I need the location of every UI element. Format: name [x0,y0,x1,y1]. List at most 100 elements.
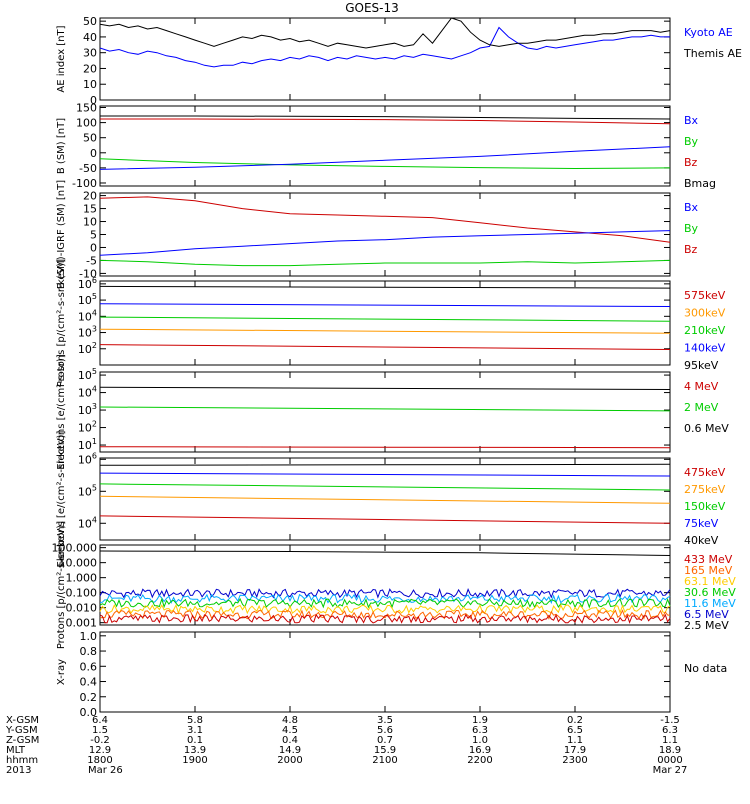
legend-entry: 4 MeV [684,380,719,393]
legend-entry: Bmag [684,177,716,190]
panel-frame [99,371,671,453]
y-axis-label: Protons [p/(cm²-s-sr-keV)] [56,259,67,387]
series-by [99,259,671,267]
axis-cell: Mar 26 [88,765,123,776]
y-tick-label: 104 [78,515,97,530]
y-tick-label: 0.0 [80,706,98,719]
axis-cell: 0.2 [567,715,583,726]
series-210kev [99,316,671,322]
legend-entry: 575keV [684,289,726,302]
axis-cell: 0000 [657,755,682,766]
series-300kev [99,328,671,334]
series-0-6-mev [99,386,671,390]
legend-entry: By [684,135,699,148]
axis-cell: 12.9 [89,745,111,756]
series-bx [99,146,671,170]
series-150kev [99,483,671,491]
y-tick-label: 0 [90,94,97,107]
axis-cell: 0.1 [187,735,203,746]
y-tick-label: 105 [78,483,97,498]
axis-cell: 6.4 [92,715,108,726]
series-95kev [99,285,671,289]
y-tick-label: 1.000 [66,572,98,585]
panel-frame [99,17,671,101]
axis-cell: 2200 [467,755,492,766]
series-165-mev [99,609,671,620]
legend-entry: 475keV [684,466,726,479]
axis-row-label: MLT [6,745,26,756]
axis-cell: 0.4 [282,735,298,746]
axis-cell: 0.7 [377,735,393,746]
legend-entry: Bz [684,156,698,169]
y-tick-label: -10 [79,267,97,280]
legend-entry: 140keV [684,342,726,355]
y-tick-label: 150 [76,102,97,115]
series-2-mev [99,406,671,412]
axis-cell: 1800 [87,755,112,766]
y-tick-label: 105 [78,367,97,382]
axis-cell: 1900 [182,755,207,766]
panel-frame [99,457,671,541]
axis-cell: 5.8 [187,715,203,726]
axis-cell: 5.6 [377,725,393,736]
y-tick-label: 50 [83,15,97,28]
series-140kev [99,303,671,307]
panel-1: 0 10 20 30 40 50 AE index [nT] Kyoto AE Themis A… [56,15,742,107]
panel-frame [99,631,671,713]
legend-entry: Bx [684,201,699,214]
axis-cell: 6.5 [567,725,583,736]
axis-cell: 13.9 [184,745,206,756]
axis-row-label: X-GSM [6,715,39,726]
legend-entry: 210keV [684,324,726,337]
series-40kev [99,463,671,466]
axis-cell: 2300 [562,755,587,766]
legend-entry: No data [684,662,727,675]
y-tick-label: 20 [83,190,97,203]
y-tick-label: -50 [79,162,97,175]
series-433-mev [99,613,671,624]
axis-cell: 17.9 [564,745,586,756]
series-bx [99,230,671,256]
panel-2: -100 -50 0 50 100 150 B (SM) [nT] Bx By Bz Bmag [56,102,716,190]
y-tick-label: 100 [76,117,97,130]
axis-cell: 1.0 [472,735,488,746]
legend-entry: 95keV [684,359,719,372]
series-4-mev [99,446,671,449]
series-bz [100,118,671,125]
y-tick-label: 40 [83,31,97,44]
axis-cell: 3.1 [187,725,203,736]
series-6-5-mev [99,587,671,599]
series-2-5-mev [99,550,671,556]
series-475kev [99,515,671,524]
axis-row-label: 2013 [6,765,31,776]
legend-entry: Themis AE [683,47,742,60]
y-tick-label: 103 [78,402,97,417]
legend-entry: By [684,222,699,235]
y-tick-label: 0 [90,147,97,160]
y-tick-label: 0.2 [80,691,98,704]
y-tick-label: 103 [78,325,97,340]
series-themis-ae [99,17,671,49]
legend-entry: 433 MeV [684,553,733,566]
axis-cell: 2000 [277,755,302,766]
series-63-1-mev [99,603,671,615]
panel-5: 101 102 103 104 105 Electrons [e/(cm²-s-sr)] 4… [56,354,729,470]
series-275kev [99,495,671,504]
axis-cell: 6.3 [472,725,488,736]
legend-entry: 63.1 MeV [684,575,736,588]
y-tick-label: 50 [83,132,97,145]
axis-cell: 14.9 [279,745,301,756]
legend-entry: 75keV [684,517,719,530]
axis-row-label: Y-GSM [5,725,38,736]
y-tick-label: 20 [83,62,97,75]
axis-cell: 6.3 [662,725,678,736]
legend-entry: 6.5 MeV [684,608,729,621]
axis-cell: 1.1 [662,735,678,746]
y-axis-label: B (SM) [nT] [56,118,67,174]
axis-row-label: hhmm [6,755,38,766]
y-tick-label: 30 [83,47,97,60]
y-tick-label: 0.6 [80,660,98,673]
y-tick-label: 0 [90,241,97,254]
